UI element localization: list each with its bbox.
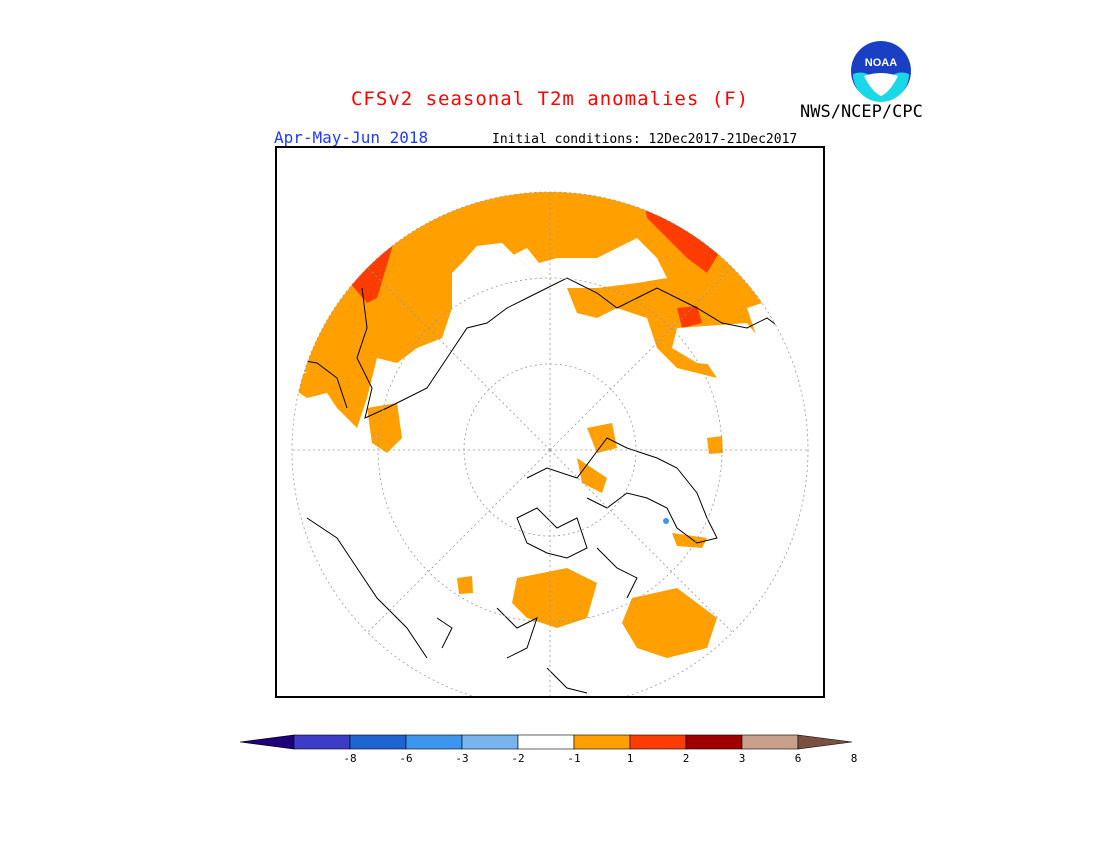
colorbar-swatch xyxy=(573,734,631,750)
noaa-logo-text: NOAA xyxy=(865,57,897,69)
graticule xyxy=(292,192,808,696)
map-boundary xyxy=(291,191,809,696)
colorbar-swatch xyxy=(629,734,687,750)
colorbar-low-arrow xyxy=(239,734,295,750)
colorbar-swatch xyxy=(405,734,463,750)
coastlines xyxy=(292,277,808,694)
colorbar-swatch xyxy=(349,734,407,750)
colorbar-swatch xyxy=(461,734,519,750)
polar-map xyxy=(275,146,825,698)
colorbar-tick-label: 2 xyxy=(682,752,690,765)
colorbar-tick-label: -3 xyxy=(455,752,469,765)
colorbar-swatch xyxy=(685,734,743,750)
agency-label: NWS/NCEP/CPC xyxy=(800,102,923,122)
chart-title: CFSv2 seasonal T2m anomalies (F) xyxy=(350,88,750,110)
colorbar-tick-label: -6 xyxy=(399,752,413,765)
colorbar-tick-label: 8 xyxy=(850,752,858,765)
polar-map-svg xyxy=(291,191,809,696)
colorbar-high-arrow xyxy=(797,734,853,750)
colorbar-swatch xyxy=(293,734,351,750)
anomaly-band-darkred xyxy=(375,192,412,220)
colorbar-tick-label: -8 xyxy=(343,752,357,765)
colorbar-tick-label: 1 xyxy=(626,752,634,765)
colorbar xyxy=(238,732,862,756)
colorbar-tick-label: -1 xyxy=(567,752,581,765)
colorbar-swatch xyxy=(517,734,575,750)
noaa-logo: NOAA xyxy=(850,40,912,102)
colorbar-swatch xyxy=(741,734,799,750)
colorbar-tick-label: 3 xyxy=(738,752,746,765)
initial-conditions-label: Initial conditions: 12Dec2017-21Dec2017 xyxy=(492,132,798,147)
colorbar-svg xyxy=(239,734,853,750)
colorbar-tick-label: -2 xyxy=(511,752,525,765)
colorbar-tick-label: 6 xyxy=(794,752,802,765)
season-label: Apr-May-Jun 2018 xyxy=(274,128,429,147)
